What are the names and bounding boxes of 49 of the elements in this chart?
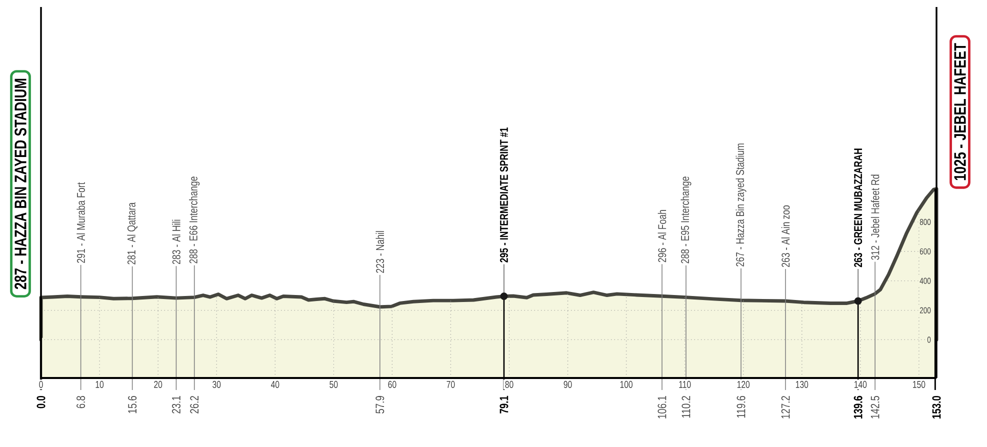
annotation: 263 - GREEN MUBAZZARAH — [854, 148, 862, 268]
x-tick-label: 60 — [388, 380, 396, 388]
annotation: 283 - Al Hili — [172, 220, 180, 264]
annotation: 26.2 — [190, 396, 199, 414]
y-tick-label: 0 — [927, 336, 931, 343]
y-tick-label: 800 — [920, 218, 931, 226]
annotation: 288 - E66 Interchange — [189, 176, 200, 264]
x-tick-label: 50 — [330, 380, 338, 388]
x-tick-label: 0 — [39, 380, 43, 388]
annotation: 1025 - JEBEL HAFEET — [954, 43, 966, 180]
x-tick-label: 30 — [212, 380, 221, 388]
x-tick-label: 80 — [505, 380, 514, 388]
annotation: 295 - INTERMEDIATE SPRINT #1 — [500, 128, 508, 262]
annotation: 288 - E95 Interchange — [680, 176, 692, 264]
annotation: 57.9 — [376, 396, 384, 414]
x-tick-label: 90 — [564, 380, 572, 388]
annotation: 312 - Jebel Hafeet Rd — [870, 174, 880, 260]
annotation: 127.2 — [781, 396, 790, 418]
annotation: 223 - Nahil — [376, 231, 384, 273]
annotation: 153.0 — [932, 396, 941, 418]
x-tick-label: 100 — [620, 380, 633, 388]
x-tick-label: 130 — [796, 380, 808, 388]
x-tick-label: 20 — [154, 380, 162, 388]
annotation: 23.1 — [172, 396, 180, 414]
annotation: 6.8 — [76, 396, 86, 408]
x-tick-label: 120 — [737, 380, 750, 388]
annotation: 106.1 — [658, 396, 666, 418]
annotation: 110.2 — [682, 396, 690, 418]
annotation: 287 - HAZZA BIN ZAYED STADIUM — [14, 78, 26, 290]
annotation: 79.1 — [500, 396, 508, 414]
x-tick-label: 150 — [913, 380, 926, 388]
annotation: 0.0 — [36, 396, 46, 408]
x-tick-label: 70 — [446, 380, 455, 388]
y-tick-label: 600 — [920, 248, 931, 254]
annotation: 281 - Al Qattara — [127, 202, 138, 264]
x-tick-label: 140 — [854, 380, 867, 388]
annotation: 142.5 — [870, 396, 880, 418]
annotation: 139.6 — [854, 396, 862, 418]
x-tick-label: 40 — [270, 380, 280, 388]
annotation: 119.6 — [736, 396, 746, 418]
x-tick-label: 110 — [679, 380, 691, 388]
annotation: 291 - Al Muraba Fort — [76, 182, 85, 263]
y-tick-label: 200 — [920, 307, 931, 314]
annotation: 263 - Al Ain zoo — [781, 205, 790, 267]
annotation: 267 - Hazza Bin zayed Stadium — [736, 144, 746, 266]
x-tick-label: 10 — [96, 380, 104, 388]
annotation: 296 - Al Foah — [658, 210, 666, 262]
y-tick-label: 400 — [920, 278, 931, 284]
annotation: 15.6 — [128, 396, 137, 414]
